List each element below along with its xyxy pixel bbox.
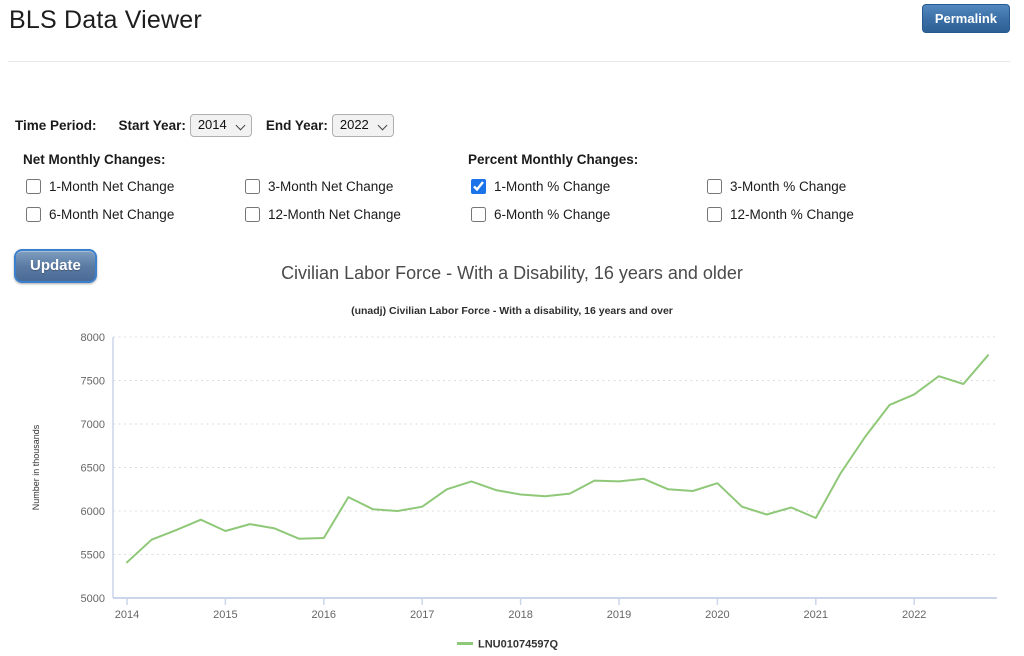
net-monthly-changes-grid: 1-Month Net Change 3-Month Net Change 6-… — [26, 176, 401, 224]
checkbox-1-month-net[interactable] — [26, 178, 41, 194]
checkbox-label: 6-Month Net Change — [49, 206, 175, 222]
percent-monthly-changes-grid: 1-Month % Change 3-Month % Change 6-Mont… — [471, 176, 854, 224]
chart-subtitle: (unadj) Civilian Labor Force - With a di… — [351, 305, 673, 317]
checkbox-label: 6-Month % Change — [494, 206, 611, 222]
checkbox-item-3-month-net[interactable]: 3-Month Net Change — [245, 176, 401, 196]
update-button[interactable]: Update — [14, 249, 97, 283]
checkbox-item-12-month-net[interactable]: 12-Month Net Change — [245, 204, 401, 224]
checkbox-label: 1-Month Net Change — [49, 178, 175, 194]
y-axis-tick-label: 6000 — [81, 506, 105, 518]
end-year-label: End Year: — [265, 117, 328, 133]
checkbox-12-month-pct[interactable] — [707, 206, 722, 222]
y-axis-tick-label: 8000 — [81, 332, 105, 344]
end-year-select-wrap: 2022 — [331, 113, 394, 137]
checkbox-label: 12-Month Net Change — [268, 206, 401, 222]
checkbox-item-1-month-pct[interactable]: 1-Month % Change — [471, 176, 707, 196]
x-axis-tick-label: 2017 — [410, 609, 434, 621]
checkbox-label: 1-Month % Change — [494, 178, 611, 194]
start-year-select-wrap: 2014 — [189, 113, 252, 137]
start-year-label: Start Year: — [118, 117, 186, 133]
percent-monthly-changes-group: Percent Monthly Changes: 1-Month % Chang… — [468, 152, 854, 224]
checkbox-12-month-net[interactable] — [245, 206, 260, 222]
line-chart: 5000 5500 6000 6500 7000 7500 8000 2014 2015 2016… — [31, 332, 997, 651]
checkbox-3-month-net[interactable] — [245, 178, 260, 194]
x-axis-tick-label: 2016 — [312, 609, 336, 621]
checkbox-3-month-pct[interactable] — [707, 178, 722, 194]
y-axis-tick-label: 7000 — [81, 419, 105, 431]
checkbox-label: 3-Month % Change — [730, 178, 847, 194]
checkbox-1-month-pct[interactable] — [471, 178, 486, 194]
header-divider — [8, 61, 1010, 62]
checkbox-item-3-month-pct[interactable]: 3-Month % Change — [707, 176, 854, 196]
x-axis-tick-label: 2022 — [902, 609, 926, 621]
x-axis-tick-label: 2015 — [213, 609, 237, 621]
checkbox-item-12-month-pct[interactable]: 12-Month % Change — [707, 204, 854, 224]
permalink-button[interactable]: Permalink — [921, 4, 1010, 33]
checkbox-label: 3-Month Net Change — [268, 178, 394, 194]
end-year-select[interactable]: 2022 — [331, 113, 394, 137]
y-axis-tick-label: 6500 — [81, 463, 105, 475]
chart-title: Civilian Labor Force - With a Disability… — [281, 263, 743, 283]
time-period-label: Time Period: — [15, 117, 97, 133]
checkbox-item-6-month-pct[interactable]: 6-Month % Change — [471, 204, 707, 224]
x-axis-tick-label: 2020 — [705, 609, 729, 621]
net-monthly-changes-group: Net Monthly Changes: 1-Month Net Change … — [23, 152, 401, 224]
y-axis-tick-label: 5000 — [81, 593, 105, 605]
net-monthly-changes-heading: Net Monthly Changes: — [23, 152, 166, 167]
checkbox-label: 12-Month % Change — [730, 206, 854, 222]
percent-monthly-changes-heading: Percent Monthly Changes: — [468, 152, 639, 167]
page-title: BLS Data Viewer — [9, 6, 202, 34]
checkbox-6-month-pct[interactable] — [471, 206, 486, 222]
y-axis-tick-label: 5500 — [81, 550, 105, 562]
y-axis-tick-label: 7500 — [81, 376, 105, 388]
checkbox-item-1-month-net[interactable]: 1-Month Net Change — [26, 176, 245, 196]
x-axis-tick-label: 2021 — [804, 609, 828, 621]
checkbox-6-month-net[interactable] — [26, 206, 41, 222]
legend-label[interactable]: LNU01074597Q — [478, 639, 559, 651]
checkbox-item-6-month-net[interactable]: 6-Month Net Change — [26, 204, 245, 224]
x-axis-tick-label: 2014 — [115, 609, 139, 621]
x-axis-tick-label: 2018 — [508, 609, 532, 621]
time-period-row: Time Period: Start Year: 2014 End Year: … — [15, 113, 408, 137]
start-year-select[interactable]: 2014 — [189, 113, 252, 137]
x-axis-tick-label: 2019 — [607, 609, 631, 621]
series-line — [126, 354, 989, 564]
y-axis-title: Number in thousands — [31, 424, 41, 510]
